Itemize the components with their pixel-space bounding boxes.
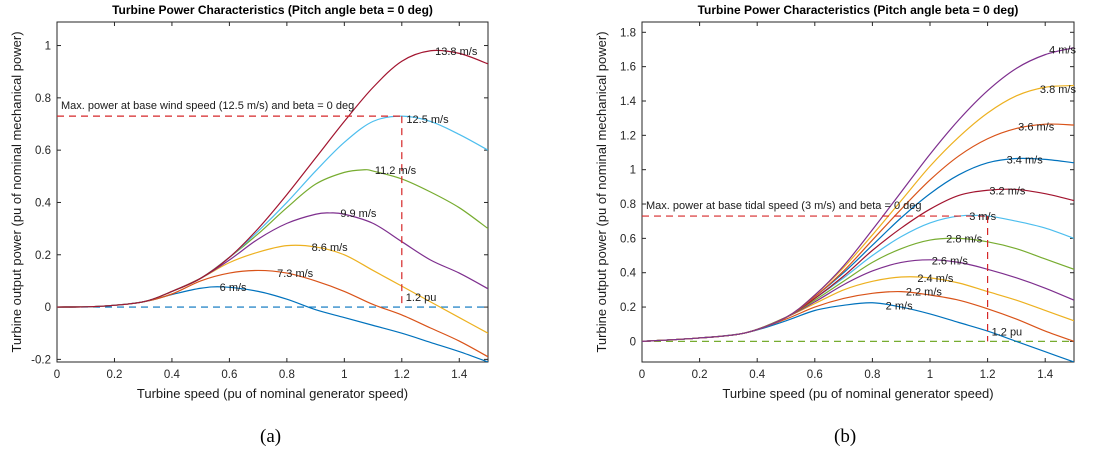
y-tick-label: 0.2 (620, 302, 636, 314)
y-tick-label: 0.6 (620, 233, 636, 245)
series-label: 3.4 m/s (1007, 154, 1044, 166)
x-tick-label: 1.4 (1037, 369, 1054, 381)
series-label: 11.2 m/s (375, 165, 417, 177)
x-tick-label: 0 (54, 369, 60, 381)
plot-area (56, 21, 489, 363)
series-label: 2.2 m/s (906, 287, 943, 299)
chart-b-svg: Turbine Power Characteristics (Pitch ang… (594, 3, 1077, 401)
series-line-4-m-s (642, 47, 1074, 342)
series-label: 3.6 m/s (1018, 122, 1055, 134)
x-tick-label: 1 (341, 369, 347, 381)
speed-annotation: 1.2 pu (406, 292, 437, 304)
y-tick-label: 0 (630, 336, 636, 348)
x-tick-label: 1.4 (451, 369, 468, 381)
speed-annotation: 1.2 pu (992, 326, 1023, 338)
y-tick-label: 0.2 (35, 250, 51, 262)
chart-title: Turbine Power Characteristics (Pitch ang… (698, 3, 1019, 17)
y-tick-label: 0.4 (35, 197, 52, 209)
series-label: 2.4 m/s (917, 273, 954, 285)
y-tick-label: 0.8 (620, 199, 636, 211)
series-label: 6 m/s (220, 282, 247, 294)
x-tick-label: 0.4 (164, 369, 181, 381)
y-tick-label: 1.6 (620, 62, 636, 74)
max-power-annotation: Max. power at base tidal speed (3 m/s) a… (646, 200, 921, 212)
series-label: 3.2 m/s (989, 185, 1026, 197)
x-axis-label: Turbine speed (pu of nominal generator s… (722, 386, 993, 401)
y-tick-label: 1 (45, 41, 51, 53)
x-tick-label: 0.8 (279, 369, 295, 381)
series-label: 12.5 m/s (406, 114, 449, 126)
chart-title: Turbine Power Characteristics (Pitch ang… (112, 3, 433, 17)
max-power-annotation: Max. power at base wind speed (12.5 m/s)… (61, 100, 354, 112)
series-label: 2.8 m/s (946, 233, 983, 245)
series-label: 13.8 m/s (435, 46, 478, 58)
x-axis-label: Turbine speed (pu of nominal generator s… (137, 386, 408, 401)
series-line-7-3-m-s (57, 269, 488, 358)
y-tick-label: 1.8 (620, 27, 636, 39)
x-tick-label: 1 (927, 369, 933, 381)
y-tick-label: 1.2 (620, 130, 636, 142)
series-label: 8.6 m/s (312, 242, 349, 254)
x-tick-label: 0.8 (864, 369, 880, 381)
series-group (642, 47, 1074, 362)
series-group (57, 49, 488, 362)
x-tick-label: 0.6 (221, 369, 237, 381)
series-label: 2 m/s (886, 300, 913, 312)
y-tick-label: 0.4 (620, 268, 637, 280)
x-tick-label: 1.2 (394, 369, 410, 381)
y-axis-label: Turbine output power (pu of nominal mech… (594, 31, 609, 352)
caption-b: (b) (834, 426, 857, 447)
chart-panel-a: Turbine Power Characteristics (Pitch ang… (9, 3, 489, 447)
y-tick-label: 1 (630, 165, 636, 177)
y-axis-label: Turbine output power (pu of nominal mech… (9, 31, 24, 352)
y-tick-label: 0 (45, 302, 51, 314)
x-tick-label: 0.6 (807, 369, 823, 381)
x-tick-label: 0.2 (692, 369, 708, 381)
caption-a: (a) (260, 426, 282, 447)
y-tick-label: -0.2 (31, 354, 51, 366)
series-label: 7.3 m/s (277, 268, 314, 280)
chart-a-svg: Turbine Power Characteristics (Pitch ang… (9, 3, 489, 401)
y-tick-label: 0.8 (35, 93, 51, 105)
y-tick-label: 0.6 (35, 145, 51, 157)
series-label: 9.9 m/s (340, 208, 377, 220)
y-tick-label: 1.4 (620, 96, 637, 108)
x-tick-label: 1.2 (980, 369, 996, 381)
series-label: 4 m/s (1049, 44, 1076, 56)
chart-panel-b: Turbine Power Characteristics (Pitch ang… (560, 0, 1118, 472)
x-tick-label: 0.4 (749, 369, 766, 381)
series-line-13-8-m-s (57, 49, 488, 308)
series-label: 2.6 m/s (932, 256, 969, 268)
x-tick-label: 0.2 (106, 369, 122, 381)
series-label: 3 m/s (969, 211, 996, 223)
series-label: 3.8 m/s (1040, 84, 1077, 96)
x-tick-label: 0 (639, 369, 645, 381)
